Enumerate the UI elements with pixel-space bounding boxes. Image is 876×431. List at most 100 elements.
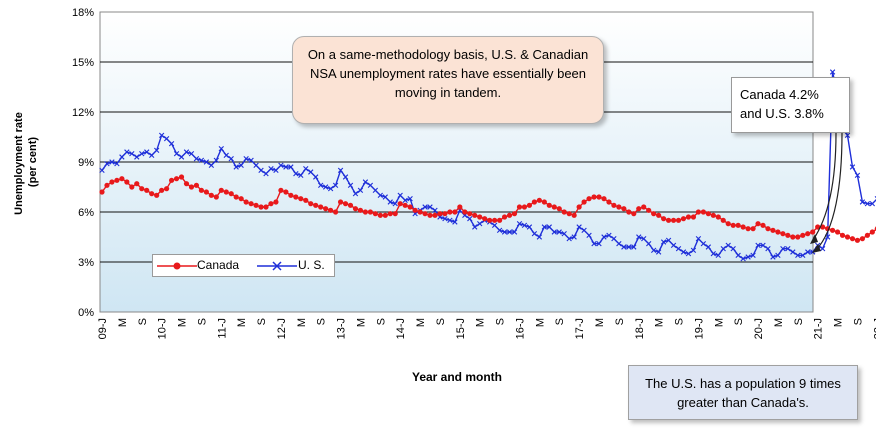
data-point	[367, 209, 373, 215]
data-point	[427, 204, 433, 210]
data-point	[362, 209, 369, 215]
x-tick-label: 14-J	[395, 318, 407, 339]
data-point	[392, 200, 398, 207]
data-point	[407, 195, 413, 202]
data-point	[606, 232, 612, 239]
data-point	[124, 149, 130, 155]
series-canada	[99, 174, 876, 243]
data-point	[497, 217, 503, 223]
data-point	[690, 247, 697, 254]
data-point	[705, 244, 712, 250]
data-point	[233, 164, 239, 170]
data-point	[844, 132, 851, 139]
data-point	[720, 217, 726, 223]
data-point	[496, 227, 503, 234]
data-point	[163, 135, 170, 142]
data-point	[641, 235, 647, 242]
data-point	[501, 229, 508, 235]
data-point	[705, 211, 711, 217]
data-point	[800, 232, 806, 238]
data-point	[636, 234, 642, 240]
data-point	[795, 252, 801, 259]
data-point	[561, 230, 567, 237]
x-tick-label: M	[415, 318, 427, 327]
data-point	[124, 179, 130, 185]
data-point	[134, 181, 140, 187]
data-point	[407, 204, 413, 210]
data-point	[183, 181, 190, 187]
data-point	[412, 207, 418, 213]
x-tick-label: 09-J	[97, 318, 109, 339]
data-point	[616, 240, 622, 247]
data-point	[178, 174, 185, 180]
data-point	[859, 236, 866, 242]
data-point	[795, 234, 801, 240]
data-point	[531, 230, 538, 237]
y-axis-label: Unemployment rate (per cent)	[13, 109, 39, 215]
data-point	[561, 209, 567, 215]
data-point	[834, 229, 841, 235]
data-point	[665, 237, 672, 244]
data-point	[695, 235, 702, 242]
data-point	[740, 224, 746, 230]
x-tick-label: M	[475, 318, 487, 327]
data-point	[487, 217, 493, 223]
data-point	[770, 254, 776, 260]
data-point	[849, 164, 856, 170]
data-point	[571, 234, 577, 240]
data-point	[198, 157, 205, 164]
x-tick-label: S	[196, 318, 208, 325]
data-point	[655, 249, 662, 255]
x-tick-label: S	[137, 318, 149, 325]
data-point	[869, 200, 876, 207]
data-point	[651, 211, 657, 217]
data-point	[332, 182, 339, 189]
x-tick-label: S	[793, 318, 805, 325]
x-tick-label: M	[296, 318, 308, 327]
data-point	[745, 254, 751, 260]
data-point	[323, 206, 329, 212]
data-point	[656, 212, 662, 218]
data-point	[859, 199, 866, 205]
data-point	[551, 204, 557, 210]
data-point	[188, 150, 195, 157]
data-point	[198, 187, 204, 193]
data-point	[780, 245, 786, 252]
series-us	[99, 69, 876, 262]
data-point	[685, 214, 692, 220]
data-point	[631, 211, 637, 217]
x-tick-label: S	[495, 318, 507, 325]
annotation-latest-rates: Canada 4.2% and U.S. 3.8%	[731, 77, 850, 133]
data-point	[829, 69, 836, 75]
data-point	[313, 174, 319, 180]
y-tick-label: 0%	[78, 307, 94, 319]
data-point	[173, 176, 180, 182]
data-point	[317, 182, 324, 189]
x-tick-label: M	[355, 318, 367, 327]
data-point	[670, 242, 677, 249]
data-point	[506, 229, 513, 235]
data-point	[164, 186, 170, 192]
data-point	[109, 159, 115, 165]
callout-arrows	[812, 132, 843, 251]
data-point	[546, 224, 552, 230]
arrow-heads	[810, 234, 821, 253]
data-point	[790, 234, 796, 240]
data-point	[253, 162, 259, 169]
data-point	[591, 240, 597, 247]
data-point	[472, 212, 478, 218]
data-point	[641, 204, 647, 210]
data-point	[477, 214, 483, 220]
data-point	[248, 157, 254, 164]
data-point	[785, 245, 791, 252]
data-point	[531, 199, 537, 205]
data-point	[427, 212, 433, 218]
data-point	[293, 194, 299, 200]
x-tick-label: 12-J	[276, 318, 288, 339]
data-point	[665, 217, 672, 223]
data-point	[492, 217, 498, 223]
data-point	[775, 252, 781, 259]
x-tick-label: 11-J	[216, 318, 228, 339]
data-point	[491, 222, 498, 229]
data-point	[735, 252, 741, 259]
